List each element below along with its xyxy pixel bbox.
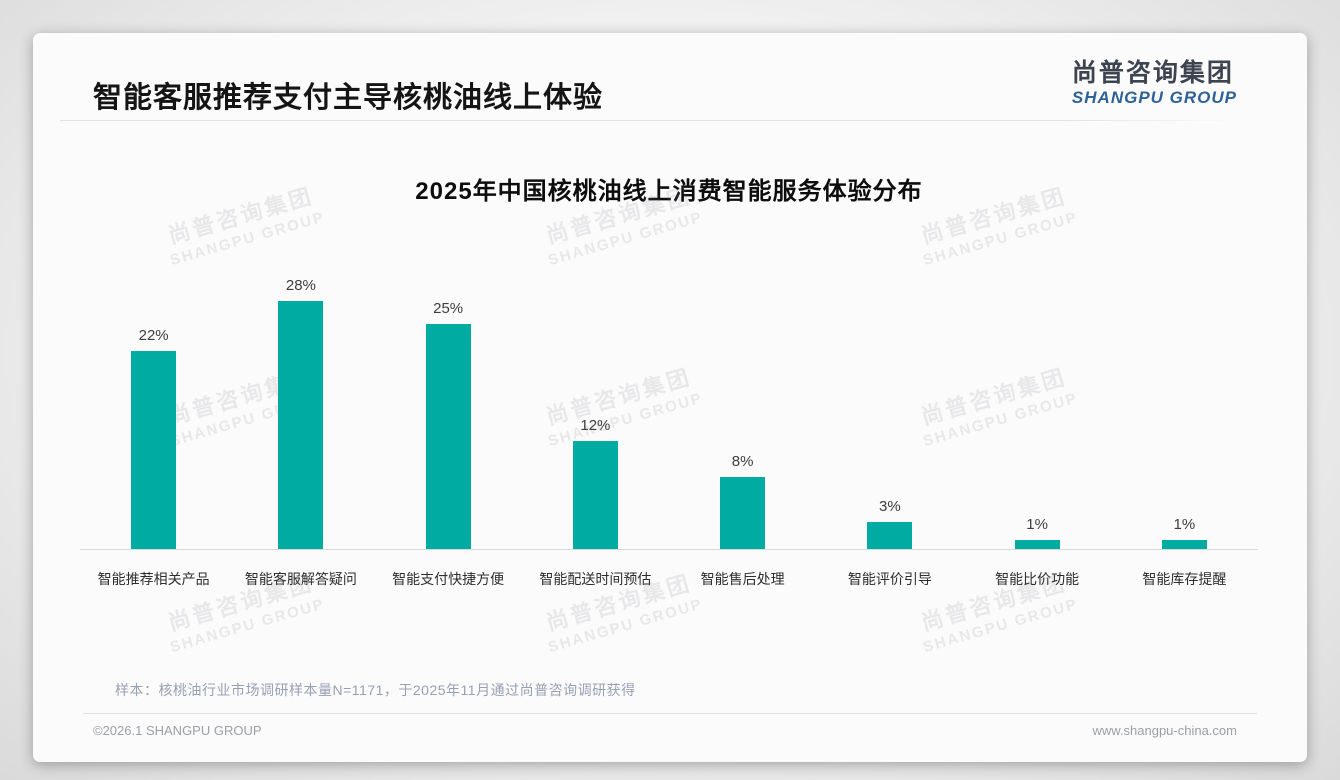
logo-english-text: SHANGPU GROUP (1071, 87, 1237, 107)
watermark-english-text: SHANGPU GROUP (546, 595, 705, 657)
footer-website: www.shangpu-china.com (1092, 723, 1237, 738)
bar-column: 1% (964, 277, 1111, 549)
footer-divider (83, 713, 1257, 714)
bar (425, 324, 471, 549)
watermark-english-text: SHANGPU GROUP (921, 208, 1080, 270)
bar-value-label: 1% (1026, 516, 1048, 533)
bar (131, 351, 177, 549)
bar-column: 8% (669, 277, 816, 549)
bar (1161, 540, 1207, 549)
title-divider (60, 120, 1240, 121)
watermark-english-text: SHANGPU GROUP (921, 595, 1080, 657)
bar-column: 12% (522, 277, 669, 549)
category-label: 智能支付快捷方便 (392, 571, 505, 587)
bar-value-label: 1% (1173, 516, 1196, 533)
page-title: 智能客服推荐支付主导核桃油线上体验 (93, 82, 604, 114)
bar (720, 477, 766, 549)
bar (867, 522, 913, 549)
bar-value-label: 8% (731, 453, 754, 470)
slide-card: 智能客服推荐支付主导核桃油线上体验 尚普咨询集团 SHANGPU GROUP 2… (33, 33, 1307, 762)
bar-column: 3% (816, 277, 963, 549)
bar-value-label: 28% (285, 277, 316, 294)
category-axis: 智能推荐相关产品 智能客服解答疑问 智能支付快捷方便 智能配送时间预估 智能售后处理 智能… (80, 569, 1258, 589)
bar-chart: 22% 28% 25% 12% 8% 3% 1% 1% (80, 277, 1258, 549)
category-label: 智能推荐相关产品 (97, 571, 210, 587)
bar (1014, 540, 1060, 549)
bar-column: 25% (375, 277, 522, 549)
watermark-english-text: SHANGPU GROUP (546, 208, 705, 270)
sample-note: 样本：核桃油行业市场调研样本量N=1171，于2025年11月通过尚普咨询调研获… (115, 682, 636, 698)
bar-column: 1% (1111, 277, 1258, 549)
bar-value-label: 22% (138, 327, 169, 344)
category-label: 智能评价引导 (847, 571, 932, 587)
bar (278, 301, 324, 549)
watermark-english-text: SHANGPU GROUP (168, 208, 327, 270)
bar-value-label: 25% (433, 300, 464, 317)
footer-copyright: ©2026.1 SHANGPU GROUP (93, 723, 262, 738)
bar-value-label: 12% (580, 417, 611, 434)
x-axis-line (80, 549, 1258, 550)
category-label: 智能售后处理 (700, 571, 785, 587)
shangpu-logo: 尚普咨询集团 SHANGPU GROUP (1072, 59, 1237, 108)
bar-column: 28% (227, 277, 374, 549)
bar-column: 22% (80, 277, 227, 549)
bar (572, 441, 618, 549)
category-label: 智能配送时间预估 (539, 571, 652, 587)
category-label: 智能比价功能 (995, 571, 1080, 587)
category-label: 智能客服解答疑问 (244, 571, 357, 587)
chart-title: 2025年中国核桃油线上消费智能服务体验分布 (415, 178, 923, 205)
bar-value-label: 3% (879, 498, 901, 515)
watermark-english-text: SHANGPU GROUP (168, 595, 327, 657)
category-label: 智能库存提醒 (1142, 571, 1227, 587)
logo-chinese-text: 尚普咨询集团 (1071, 59, 1234, 87)
